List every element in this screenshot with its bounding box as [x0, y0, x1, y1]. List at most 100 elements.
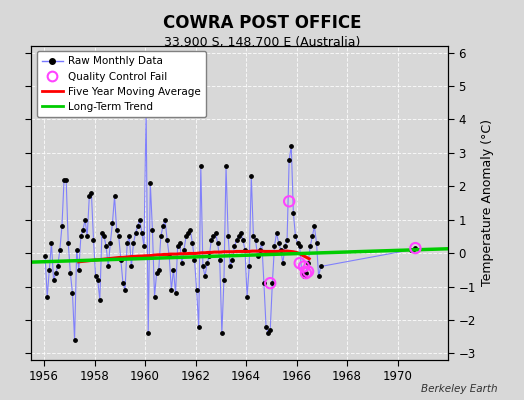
Point: [56, 246, 64, 253]
Point: [41, 253, 49, 260]
Point: [217, 330, 226, 336]
Point: [283, 236, 291, 243]
Point: [222, 163, 230, 170]
Point: [150, 293, 159, 300]
Point: [245, 263, 254, 270]
Point: [117, 256, 125, 263]
Legend: Raw Monthly Data, Quality Control Fail, Five Year Moving Average, Long-Term Tren: Raw Monthly Data, Quality Control Fail, …: [37, 51, 206, 117]
Point: [43, 293, 51, 300]
Point: [171, 290, 180, 296]
Point: [256, 246, 264, 253]
Point: [60, 176, 68, 183]
Point: [157, 233, 165, 240]
Point: [239, 236, 247, 243]
Point: [201, 273, 209, 280]
Point: [45, 267, 53, 273]
Point: [77, 233, 85, 240]
Point: [62, 176, 70, 183]
Point: [310, 223, 319, 230]
Point: [58, 223, 66, 230]
Point: [182, 233, 190, 240]
Point: [316, 263, 325, 270]
Point: [411, 245, 420, 251]
Point: [409, 246, 418, 253]
Text: 33.900 S, 148.700 E (Australia): 33.900 S, 148.700 E (Australia): [164, 36, 360, 49]
Point: [266, 327, 275, 333]
Point: [296, 243, 304, 250]
Point: [220, 277, 228, 283]
Point: [207, 236, 215, 243]
Point: [89, 236, 97, 243]
Point: [228, 256, 236, 263]
Point: [293, 240, 302, 246]
Point: [49, 277, 58, 283]
Point: [285, 198, 293, 204]
Point: [304, 268, 312, 275]
Point: [93, 277, 102, 283]
Point: [312, 240, 321, 246]
Point: [140, 243, 148, 250]
Point: [291, 233, 300, 240]
Point: [264, 330, 272, 336]
Point: [213, 240, 222, 246]
Point: [125, 233, 134, 240]
Point: [66, 270, 74, 276]
Point: [104, 263, 113, 270]
Point: [188, 240, 196, 246]
Point: [296, 260, 304, 266]
Point: [95, 297, 104, 303]
Point: [121, 287, 129, 293]
Point: [234, 233, 243, 240]
Point: [148, 226, 157, 233]
Point: [411, 245, 420, 251]
Point: [275, 240, 283, 246]
Point: [165, 253, 173, 260]
Point: [302, 270, 310, 276]
Point: [194, 323, 203, 330]
Point: [279, 260, 287, 266]
Point: [232, 236, 241, 243]
Point: [74, 267, 83, 273]
Point: [300, 263, 308, 270]
Point: [226, 263, 234, 270]
Point: [224, 233, 232, 240]
Point: [254, 253, 262, 260]
Point: [152, 270, 161, 276]
Point: [199, 263, 207, 270]
Point: [178, 260, 186, 266]
Point: [132, 230, 140, 236]
Point: [260, 280, 268, 286]
Point: [270, 243, 279, 250]
Point: [243, 293, 252, 300]
Point: [134, 223, 142, 230]
Point: [136, 216, 144, 223]
Point: [155, 267, 163, 273]
Point: [47, 240, 56, 246]
Point: [300, 273, 308, 280]
Point: [161, 216, 169, 223]
Point: [262, 323, 270, 330]
Point: [91, 273, 100, 280]
Point: [285, 156, 293, 163]
Point: [277, 246, 285, 253]
Point: [142, 106, 150, 113]
Point: [85, 193, 93, 200]
Point: [266, 280, 275, 286]
Point: [287, 143, 296, 150]
Point: [87, 190, 95, 196]
Point: [298, 270, 306, 276]
Point: [230, 243, 238, 250]
Point: [209, 233, 217, 240]
Point: [205, 253, 213, 260]
Point: [53, 263, 62, 270]
Point: [163, 236, 171, 243]
Point: [211, 230, 220, 236]
Point: [64, 240, 72, 246]
Point: [176, 240, 184, 246]
Point: [203, 260, 211, 266]
Point: [129, 240, 138, 246]
Point: [102, 243, 111, 250]
Point: [190, 256, 199, 263]
Point: [138, 230, 146, 236]
Point: [252, 236, 260, 243]
